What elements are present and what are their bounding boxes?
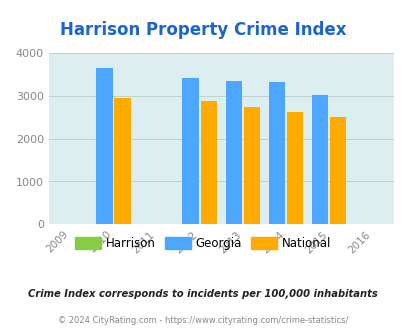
Text: Crime Index corresponds to incidents per 100,000 inhabitants: Crime Index corresponds to incidents per… bbox=[28, 289, 377, 299]
Bar bbox=[268, 82, 284, 224]
Legend: Harrison, Georgia, National: Harrison, Georgia, National bbox=[70, 232, 335, 255]
Bar bbox=[311, 95, 328, 224]
Bar bbox=[225, 81, 241, 224]
Bar bbox=[114, 98, 130, 224]
Bar bbox=[286, 113, 303, 224]
Text: Harrison Property Crime Index: Harrison Property Crime Index bbox=[60, 21, 345, 39]
Bar bbox=[243, 107, 260, 224]
Bar bbox=[329, 117, 345, 224]
Bar bbox=[96, 68, 112, 224]
Bar bbox=[200, 101, 216, 224]
Bar bbox=[182, 78, 198, 224]
Text: © 2024 CityRating.com - https://www.cityrating.com/crime-statistics/: © 2024 CityRating.com - https://www.city… bbox=[58, 315, 347, 325]
